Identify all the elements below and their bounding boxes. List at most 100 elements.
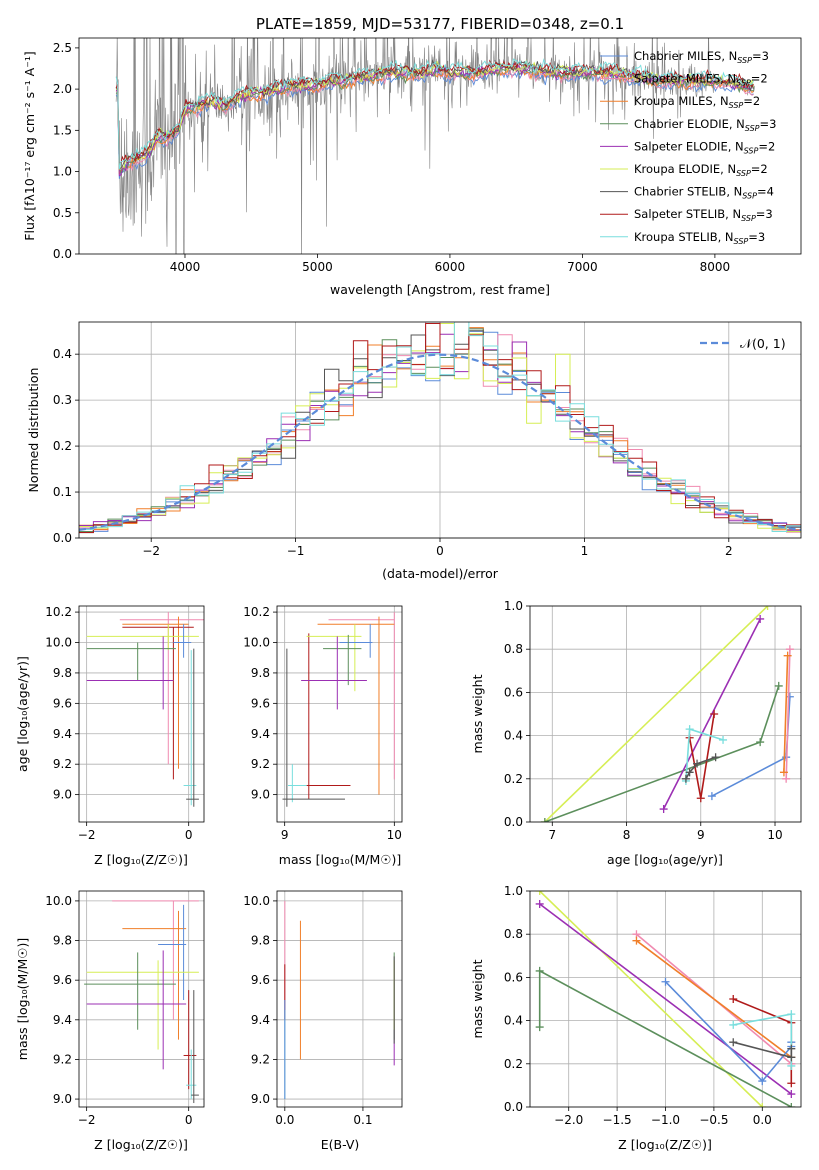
x-axis-label: Z [log₁₀(Z/Z☉)] bbox=[618, 1137, 712, 1152]
x-tick-label: 7000 bbox=[567, 260, 598, 274]
y-axis-label: mass weight bbox=[470, 674, 485, 753]
series-marker bbox=[719, 735, 728, 744]
series-marker bbox=[787, 1044, 796, 1053]
series-marker bbox=[707, 792, 716, 801]
series-line-kroupa-elodie bbox=[539, 891, 763, 1107]
y-tick-label: 0.0 bbox=[53, 247, 72, 261]
y-axis-label: mass [log₁₀(M/M☉)] bbox=[15, 938, 30, 1060]
y-tick-label: 2.0 bbox=[53, 82, 72, 96]
series-marker bbox=[787, 1053, 796, 1062]
legend-entry: Salpeter MILES, NSSP=2 bbox=[634, 72, 768, 88]
plot-area bbox=[79, 322, 801, 534]
y-tick-label: 0.6 bbox=[504, 685, 523, 699]
axes-frame bbox=[78, 37, 802, 255]
errorbar-point bbox=[287, 764, 307, 803]
series-marker bbox=[787, 1061, 796, 1070]
axes-frame bbox=[276, 605, 403, 823]
y-tick-label: 9.2 bbox=[251, 1052, 270, 1066]
series-marker bbox=[756, 614, 765, 623]
series-line-salpeter-stelib bbox=[688, 713, 715, 799]
errorbar-point bbox=[183, 650, 197, 806]
axes: 7 8 9 10 0.0 0.2 0.4 0.6 0.8 1.0 bbox=[504, 599, 802, 842]
series-marker bbox=[783, 651, 792, 660]
legend-entry: 𝒩(0, 1) bbox=[740, 336, 786, 351]
series-marker bbox=[659, 805, 668, 814]
y-tick-label: 9.4 bbox=[53, 1013, 72, 1027]
y-tick-label: 9.8 bbox=[251, 934, 270, 948]
x-axis-label: Z [log₁₀(Z/Z☉)] bbox=[94, 1137, 188, 1152]
series-line-chabrier-elodie bbox=[544, 685, 780, 822]
x-tick-label: 0 bbox=[436, 544, 444, 558]
series-line-kroupa-elodie bbox=[544, 606, 769, 822]
x-axis-label: age [log₁₀(age/yr)] bbox=[607, 852, 723, 867]
y-axis-label: Normed distribution bbox=[26, 368, 41, 493]
y-tick-label: 10.0 bbox=[45, 636, 72, 650]
panel-residuals: −2 −1 0 1 2 0.0 0.1 0.2 0.3 0.4 bbox=[53, 321, 802, 558]
legend: Chabrier MILES, NSSP=3 Salpeter MILES, NS… bbox=[600, 49, 776, 246]
y-tick-label: 9.0 bbox=[53, 788, 72, 802]
legend-entry: Kroupa MILES, NSSP=2 bbox=[634, 94, 760, 110]
grid-lines bbox=[79, 606, 204, 822]
axes-frame bbox=[276, 890, 403, 1108]
y-tick-label: 0.1 bbox=[53, 485, 72, 499]
series-marker bbox=[785, 692, 794, 701]
y-tick-label: 0.5 bbox=[53, 206, 72, 220]
legend: 𝒩(0, 1) bbox=[700, 336, 786, 351]
series-line-kroupa-miles bbox=[636, 940, 792, 1058]
errorbar-point bbox=[186, 1049, 197, 1100]
panel-spectrum: 4000 5000 6000 7000 8000 0.0 0.5 1.0 1.5 2.0 2.5 bbox=[53, 37, 802, 274]
y-tick-label: 0.0 bbox=[504, 815, 523, 829]
x-tick-label: −1.5 bbox=[603, 1113, 632, 1127]
panel-weight_vs_age: 7 8 9 10 0.0 0.2 0.4 0.6 0.8 1.0 bbox=[504, 599, 802, 842]
grid-lines bbox=[277, 606, 402, 822]
y-tick-label: 0.4 bbox=[53, 347, 72, 361]
errorbar-point bbox=[86, 950, 187, 1070]
series-marker bbox=[779, 768, 788, 777]
errorbar-point bbox=[339, 624, 373, 658]
errorbar-point bbox=[158, 904, 187, 1000]
y-tick-label: 2.5 bbox=[53, 41, 72, 55]
x-tick-label: 0.0 bbox=[275, 1113, 294, 1127]
x-tick-label: 0.0 bbox=[753, 1113, 772, 1127]
y-tick-label: 0.8 bbox=[504, 927, 523, 941]
series-marker bbox=[535, 966, 544, 975]
series-marker bbox=[535, 891, 544, 895]
x-tick-label: 10 bbox=[387, 828, 402, 842]
errorbar-point bbox=[122, 910, 187, 1040]
x-tick-label: 9 bbox=[281, 828, 289, 842]
grid-lines bbox=[530, 605, 801, 823]
y-tick-label: 9.2 bbox=[251, 757, 270, 771]
x-axis-label: wavelength [Angstrom, rest frame] bbox=[330, 282, 550, 297]
legend-entry: Kroupa ELODIE, NSSP=2 bbox=[634, 162, 768, 178]
y-tick-label: 9.2 bbox=[53, 757, 72, 771]
y-tick-label: 0.4 bbox=[504, 729, 523, 743]
series-marker bbox=[785, 645, 794, 654]
axes: −2.0 −1.5 −1.0 −0.5 0.0 0.0 0.2 0.4 0.6 0.8 1.0 bbox=[504, 884, 802, 1127]
axes: −2 −1 0 1 2 0.0 0.1 0.2 0.3 0.4 bbox=[53, 321, 802, 558]
y-tick-label: 9.0 bbox=[53, 1092, 72, 1106]
errorbar-point bbox=[317, 616, 395, 795]
series-marker bbox=[729, 995, 738, 1003]
series-marker bbox=[711, 753, 720, 762]
grid-lines bbox=[79, 891, 204, 1107]
grid-lines bbox=[277, 891, 402, 1107]
y-axis-label: age [log₁₀(age/yr)] bbox=[15, 656, 30, 772]
y-tick-label: 9.6 bbox=[53, 696, 72, 710]
x-tick-label: 0.1 bbox=[353, 1113, 372, 1127]
y-tick-label: 1.0 bbox=[53, 165, 72, 179]
chart-title: PLATE=1859, MJD=53177, FIBERID=0348, z=0… bbox=[256, 15, 624, 33]
x-tick-label: −1.0 bbox=[651, 1113, 680, 1127]
x-tick-label: 0 bbox=[185, 1113, 193, 1127]
model-spectrum-kroupa-stelib bbox=[115, 58, 754, 170]
x-tick-label: 9 bbox=[697, 828, 705, 842]
y-tick-label: 10.0 bbox=[243, 636, 270, 650]
x-tick-label: −2.0 bbox=[554, 1113, 583, 1127]
x-tick-label: 7 bbox=[548, 828, 556, 842]
axes: −2 0 9.0 9.2 9.4 9.6 9.8 10.0 10.2 bbox=[45, 605, 205, 842]
errorbar-point bbox=[112, 900, 199, 1020]
x-tick-label: 8000 bbox=[700, 260, 731, 274]
series-marker bbox=[661, 977, 670, 986]
axes: 0.0 0.1 9.0 9.2 9.4 9.6 9.8 10.0 bbox=[243, 890, 403, 1127]
plot-area bbox=[535, 891, 796, 1107]
x-tick-label: −1 bbox=[287, 544, 305, 558]
